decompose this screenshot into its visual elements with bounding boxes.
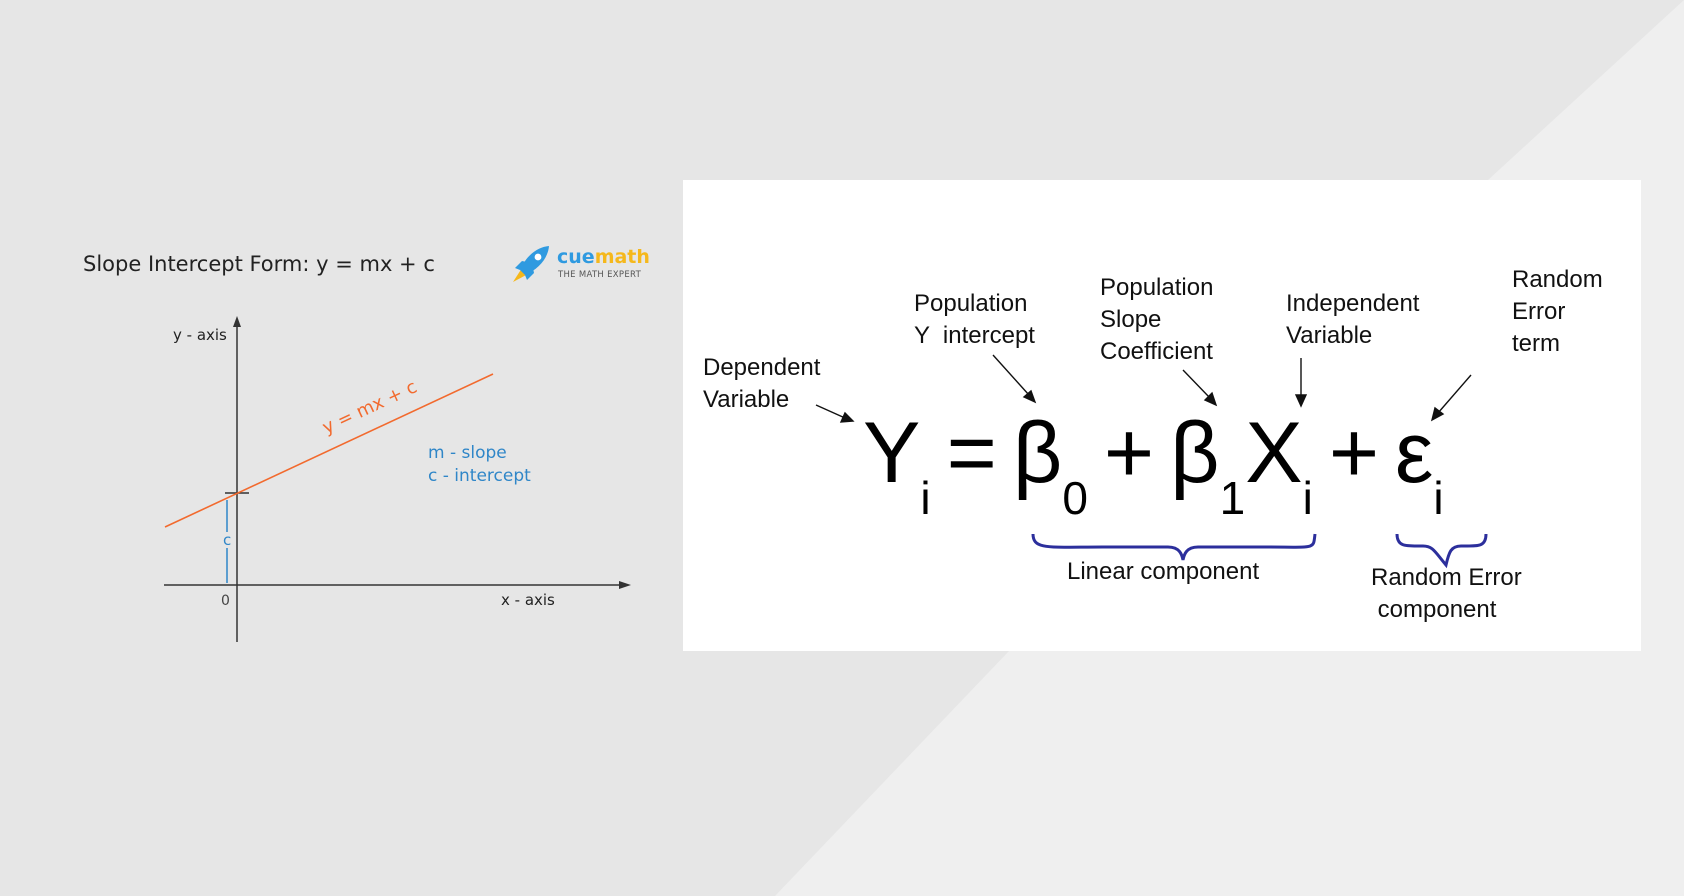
- x-axis-label: x - axis: [501, 591, 555, 609]
- error-arrow: [1437, 374, 1472, 414]
- annotation-graphics: [815, 354, 1488, 569]
- regression-line: [164, 373, 494, 528]
- random-error-term-label: Random Error term: [1512, 266, 1603, 357]
- brand-name-part2: math: [594, 246, 650, 268]
- eq-plus-2: +: [1328, 405, 1380, 501]
- slope-intercept-graph: y - axis x - axis 0 y = mx + c c m - slo…: [164, 316, 631, 642]
- legend-intercept: c - intercept: [428, 466, 531, 486]
- brand-tagline: THE MATH EXPERT: [558, 270, 642, 280]
- linear-component-brace: [1031, 533, 1317, 561]
- error-arrowhead: [1430, 406, 1445, 422]
- eq-beta0: β: [1012, 405, 1063, 501]
- origin-label: 0: [221, 593, 230, 609]
- eq-beta1-sub: 1: [1219, 472, 1246, 524]
- y-axis-arrowhead: [233, 316, 241, 327]
- brand-name-part1: cue: [557, 246, 595, 268]
- population-intercept-label: Population Y intercept: [914, 290, 1035, 349]
- linear-component-label: Linear component: [1067, 558, 1260, 585]
- diagram-title: Slope Intercept Form: y = mx + c: [83, 252, 435, 276]
- eq-equals: =: [946, 405, 997, 501]
- random-component-brace: [1395, 533, 1488, 569]
- slope-intercept-panel: y - axis x - axis 0 y = mx + c c m - slo…: [60, 220, 660, 660]
- dependent-variable-label: Dependent Variable: [703, 354, 821, 413]
- eq-y: Y: [863, 405, 921, 501]
- eq-epsilon: ε: [1395, 405, 1434, 501]
- independent-arrowhead: [1294, 394, 1308, 408]
- eq-x: X: [1245, 405, 1303, 501]
- eq-y-sub: i: [920, 472, 931, 524]
- slope-arrow: [1182, 369, 1211, 399]
- y-axis-label: y - axis: [173, 326, 227, 344]
- legend-slope: m - slope: [428, 443, 507, 463]
- regression-equation-panel: Dependent Variable Population Y intercep…: [683, 180, 1641, 651]
- eq-beta0-sub: 0: [1062, 472, 1088, 524]
- regression-equation: Yi = β0 + β1Xi + εi: [863, 398, 1444, 524]
- dependent-arrow: [815, 404, 846, 419]
- eq-epsilon-sub: i: [1433, 472, 1444, 524]
- eq-x-sub: i: [1302, 472, 1313, 524]
- eq-plus-1: +: [1103, 405, 1155, 501]
- random-error-component-label: Random Error component: [1371, 564, 1522, 623]
- population-slope-label: Population Slope Coefficient: [1100, 274, 1214, 365]
- x-axis-arrowhead: [619, 581, 631, 589]
- line-equation-label: y = mx + c: [319, 376, 420, 438]
- slope-arrowhead: [1203, 391, 1218, 407]
- eq-beta1: β: [1170, 405, 1220, 501]
- dependent-arrowhead: [839, 411, 855, 423]
- rocket-icon: [513, 246, 549, 282]
- brand-logo: cuemath THE MATH EXPERT: [507, 242, 650, 290]
- brand-name: cuemath: [557, 246, 650, 268]
- intercept-label: c: [223, 531, 231, 549]
- independent-variable-label: Independent Variable: [1286, 290, 1420, 349]
- intercept-arrow: [992, 354, 1030, 396]
- intercept-arrowhead: [1022, 389, 1037, 404]
